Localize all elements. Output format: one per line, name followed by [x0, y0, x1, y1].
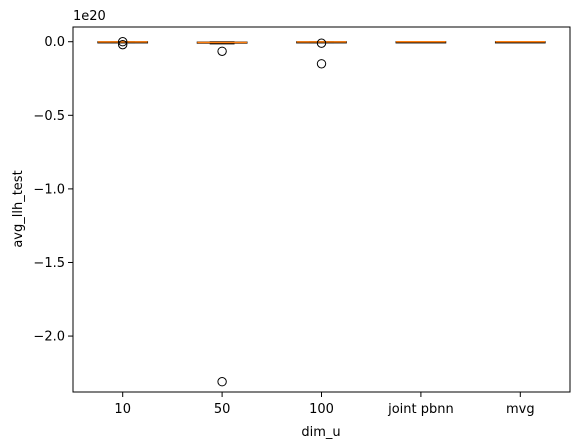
outlier-point [316, 59, 327, 69]
outlier-point [118, 37, 128, 47]
x-axis-label: dim_u [301, 425, 340, 440]
outlier-point [217, 46, 227, 56]
y-axis-label: avg_llh_test [11, 170, 26, 247]
y-tick-label: −1.0 [33, 182, 65, 197]
x-tick-label: 10 [114, 402, 131, 417]
outlier-point [118, 39, 128, 50]
y-tick-label: 0.0 [44, 35, 65, 50]
outlier-point [316, 38, 327, 48]
x-tick-label: 100 [309, 402, 334, 417]
x-tick-label: joint pbnn [387, 402, 454, 417]
y-tick-label: −0.5 [33, 109, 65, 124]
axes-frame [72, 26, 571, 393]
x-tick-label: mvg [506, 402, 535, 417]
outlier-point [217, 376, 227, 387]
x-tick-label: 50 [214, 402, 231, 417]
y-offset-label: 1e20 [73, 9, 106, 24]
plot-area: 0.0 −0.5 −1.0 −1.5 −2.0 10 50 100 joint pbnn mvg [33, 26, 571, 417]
y-tick-label: −1.5 [33, 256, 65, 271]
y-tick-label: −2.0 [33, 330, 65, 345]
